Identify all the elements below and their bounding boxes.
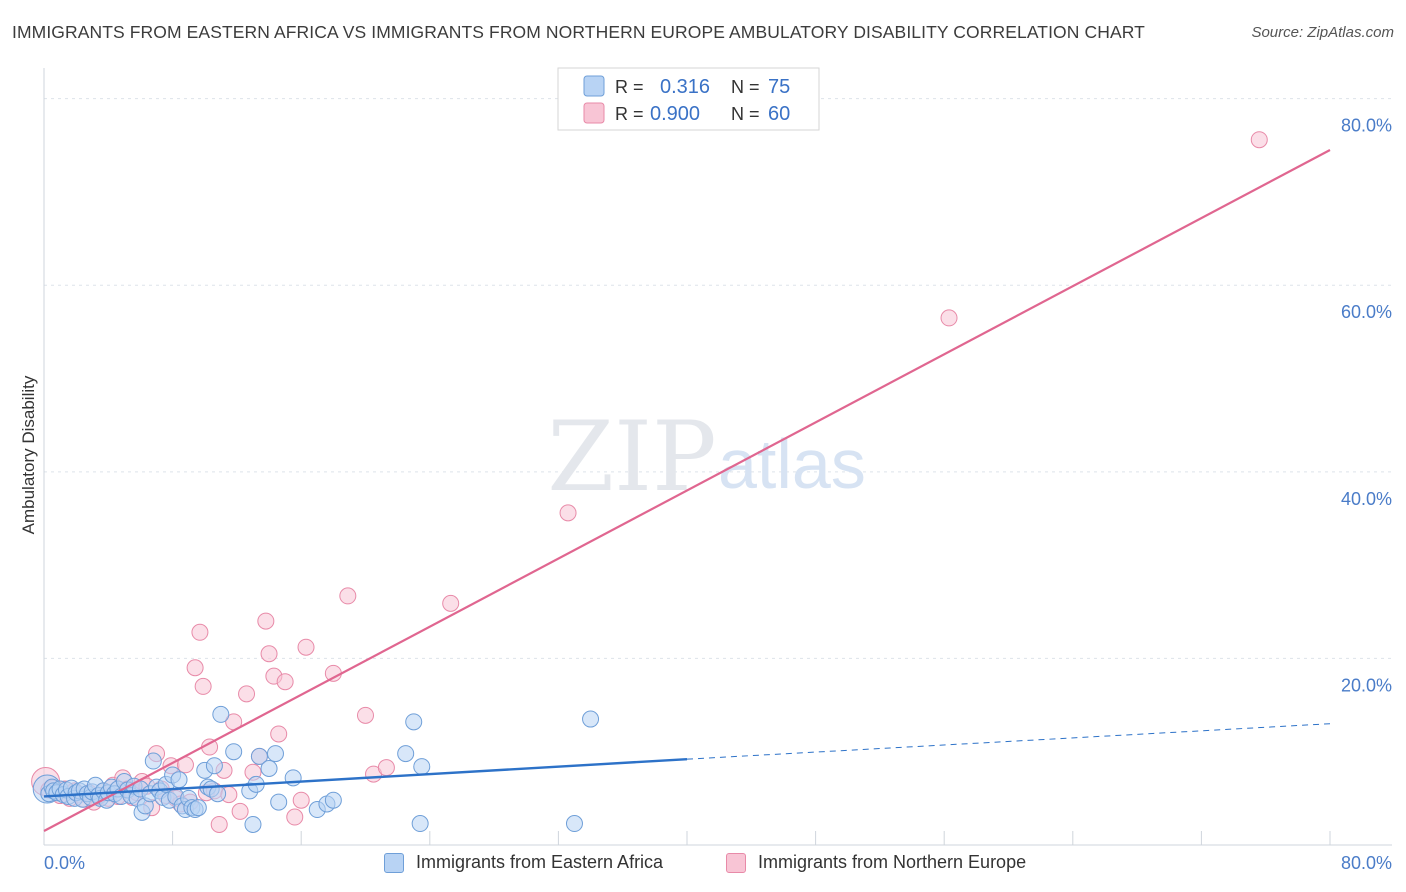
x-tick-label-max: 80.0% bbox=[1341, 853, 1392, 873]
northern-europe-point bbox=[194, 677, 212, 695]
trend-line-eastern-africa-extrapolated bbox=[686, 723, 1331, 760]
northern-europe-point bbox=[210, 815, 228, 833]
eastern-africa-point bbox=[411, 815, 429, 833]
eastern-africa-point bbox=[270, 793, 288, 811]
northern-europe-point bbox=[297, 638, 315, 656]
northern-europe-point bbox=[257, 612, 275, 630]
eastern-africa-point bbox=[225, 743, 243, 761]
eastern-africa-point bbox=[565, 815, 583, 833]
axis-layer bbox=[43, 68, 1392, 846]
legend-label-northern-europe: Immigrants from Northern Europe bbox=[758, 852, 1027, 872]
legend-top-pink-n-label: N = bbox=[731, 104, 760, 124]
legend-top-blue-n-value: 75 bbox=[768, 76, 790, 98]
legend-label-eastern-africa: Immigrants from Eastern Africa bbox=[416, 852, 664, 872]
northern-europe-point bbox=[286, 808, 304, 826]
eastern-africa-point bbox=[582, 710, 600, 728]
legend-top: R = 0.316 N = 75 R = 0.900 N = 60 bbox=[557, 67, 820, 131]
northern-europe-point bbox=[442, 594, 460, 612]
legend-swatch-pink bbox=[726, 852, 746, 873]
legend-top-blue-n-label: N = bbox=[731, 77, 760, 97]
eastern-africa-point bbox=[144, 752, 162, 770]
northern-europe-point bbox=[339, 587, 357, 605]
trend-line-eastern-africa bbox=[43, 757, 688, 798]
chart-title: IMMIGRANTS FROM EASTERN AFRICA VS IMMIGR… bbox=[12, 22, 1145, 42]
eastern-africa-point bbox=[405, 713, 423, 731]
northern-europe-point bbox=[292, 791, 310, 809]
eastern-africa-point bbox=[205, 757, 223, 775]
legend-top-pink-n-value: 60 bbox=[768, 103, 790, 125]
watermark: ZIP atlas bbox=[547, 401, 865, 513]
northern-europe-point bbox=[186, 659, 204, 677]
grid-layer bbox=[44, 98, 1392, 659]
northern-europe-point bbox=[357, 706, 374, 724]
northern-europe-point bbox=[1250, 131, 1268, 149]
northern-europe-point bbox=[270, 725, 288, 743]
eastern-africa-point bbox=[260, 760, 278, 777]
eastern-africa-point bbox=[250, 747, 268, 765]
northern-europe-point bbox=[377, 759, 395, 777]
eastern-africa-point bbox=[170, 771, 188, 789]
y-axis-label: Ambulatory Disability bbox=[19, 375, 38, 534]
eastern-africa-point bbox=[212, 705, 230, 723]
northern-europe-point bbox=[191, 623, 209, 641]
legend-item-eastern-africa: Immigrants from Eastern Africa bbox=[384, 852, 663, 873]
legend-top-pink-r-value: 0.900 bbox=[650, 103, 700, 125]
northern-europe-point bbox=[940, 309, 958, 327]
x-tick-label-min: 0.0% bbox=[44, 853, 85, 873]
legend-top-pink-r-label: R = bbox=[615, 104, 644, 124]
legend-top-blue-r-value: 0.316 bbox=[660, 76, 710, 98]
eastern-africa-point bbox=[209, 785, 227, 803]
watermark-zip: ZIP bbox=[547, 401, 716, 513]
y-tick-label: 20.0% bbox=[1341, 675, 1392, 695]
northern-europe-point bbox=[260, 645, 278, 663]
y-tick-label: 40.0% bbox=[1341, 489, 1392, 509]
northern-europe-point bbox=[276, 673, 294, 691]
eastern-africa-point bbox=[413, 758, 431, 776]
legend-top-pink-swatch bbox=[583, 102, 605, 124]
northern-europe-point bbox=[559, 504, 577, 522]
y-tick-label: 60.0% bbox=[1341, 302, 1392, 322]
eastern-africa-point bbox=[397, 745, 415, 763]
northern-europe-point bbox=[238, 685, 256, 703]
eastern-africa-point bbox=[244, 815, 262, 833]
legend-swatch-blue bbox=[384, 852, 404, 873]
trend-line-northern-europe bbox=[43, 148, 1331, 832]
source-label: Source: ZipAtlas.com bbox=[1251, 24, 1394, 41]
watermark-atlas: atlas bbox=[718, 425, 866, 503]
eastern-africa-point bbox=[266, 745, 284, 763]
eastern-africa-point bbox=[324, 791, 342, 809]
eastern-africa-point bbox=[189, 799, 207, 817]
legend-bottom: Immigrants from Eastern Africa Immigrant… bbox=[0, 852, 1406, 878]
legend-top-blue-swatch bbox=[583, 75, 605, 97]
tick-labels: 20.0% 40.0% 60.0% 80.0% 0.0% 80.0% bbox=[44, 116, 1392, 873]
y-tick-label: 80.0% bbox=[1341, 116, 1392, 136]
trend-lines bbox=[43, 148, 1331, 832]
northern-europe-point bbox=[231, 802, 249, 820]
legend-top-blue-r-label: R = bbox=[615, 77, 644, 97]
legend-item-northern-europe: Immigrants from Northern Europe bbox=[726, 852, 1026, 873]
